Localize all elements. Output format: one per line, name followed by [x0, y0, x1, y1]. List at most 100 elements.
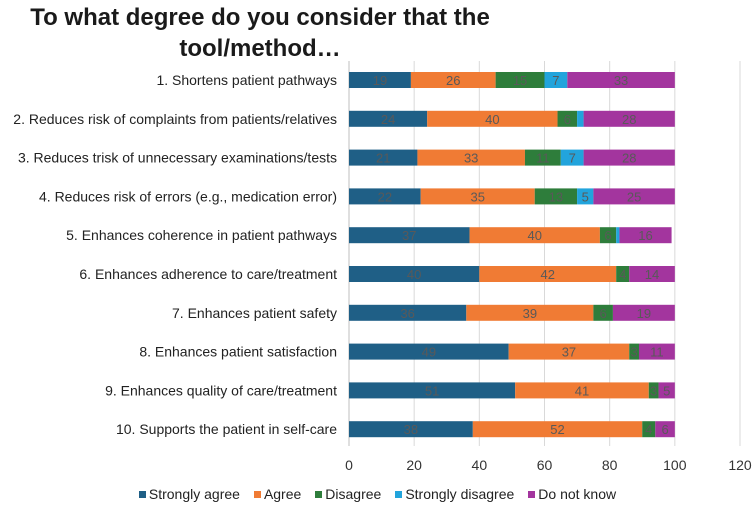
stacked-bar-chart: 0 20 40 60 80 100 120 1. Shortens patient pathw…	[13, 61, 752, 473]
category-label: 2. Reduces risk of complaints from patie…	[13, 111, 337, 127]
legend-item: Strongly disagree	[395, 486, 514, 502]
bar-segment	[648, 382, 659, 399]
x-tick-label: 80	[602, 457, 618, 473]
bar-segment	[629, 266, 675, 282]
data-label: 40	[407, 267, 421, 282]
bar-segment	[567, 72, 675, 88]
category-label: 5. Enhances coherence in patient pathway…	[66, 227, 337, 243]
bar-segment	[577, 188, 594, 205]
legend-label: Agree	[263, 486, 302, 502]
legend-label: Strongly agree	[148, 486, 240, 502]
data-label: 7	[569, 151, 576, 166]
bar-segment	[638, 343, 675, 360]
data-label: 25	[627, 189, 641, 204]
category-label: 7. Enhances patient safety	[172, 305, 337, 321]
bar-segment	[524, 149, 561, 166]
data-label: 22	[378, 189, 392, 204]
data-label: 28	[622, 112, 636, 127]
bar-segment	[642, 421, 656, 438]
bar-segment	[655, 421, 675, 438]
legend-swatch	[528, 490, 536, 498]
data-label: 37	[402, 228, 416, 243]
data-label: 11	[650, 345, 664, 360]
bar-segment	[417, 149, 525, 166]
data-label: 7	[552, 73, 559, 88]
category-label: 4. Reduces risk of errors (e.g., medicat…	[39, 188, 337, 204]
chart-title: To what degree do you consider that the …	[0, 2, 520, 64]
x-tick-label: 60	[537, 457, 553, 473]
data-label: 37	[562, 345, 576, 360]
bar-segment	[427, 110, 558, 127]
data-label: 52	[550, 422, 564, 437]
bar-segment	[349, 110, 428, 127]
bar-segment	[349, 421, 473, 438]
category-label: 6. Enhances adherence to care/treatment	[79, 266, 337, 282]
bar-segment	[616, 266, 630, 282]
data-label: 15	[513, 73, 527, 88]
data-label: 5	[663, 383, 670, 398]
data-label: 4	[645, 422, 652, 437]
x-tick-label: 20	[406, 457, 422, 473]
bar-segment	[560, 149, 584, 166]
data-label: 3	[630, 345, 637, 360]
x-tick-label: 100	[663, 457, 687, 473]
bar-segment	[349, 304, 467, 321]
data-label: 39	[523, 306, 537, 321]
legend-item: Disagree	[315, 486, 381, 502]
data-label: 49	[422, 345, 436, 360]
data-label: 51	[425, 383, 439, 398]
bar-segment	[349, 72, 411, 88]
legend-swatch	[138, 490, 146, 498]
bar-segment	[583, 110, 675, 127]
bar-segment	[599, 227, 617, 244]
data-label: 28	[622, 151, 636, 166]
bar-segment	[557, 110, 578, 127]
data-label: 6	[600, 306, 607, 321]
bar-segment	[472, 421, 643, 438]
legend-swatch	[395, 490, 403, 498]
data-label: 38	[404, 422, 418, 437]
category-label: 1. Shortens patient pathways	[156, 72, 337, 88]
legend-item: Agree	[253, 486, 302, 502]
category-label: 3. Reduces trisk of unnecessary examinat…	[18, 150, 337, 166]
bar-segment	[349, 188, 421, 205]
data-label: 33	[614, 73, 628, 88]
bar-segment	[619, 227, 672, 244]
data-label: 6	[604, 228, 611, 243]
bar-segment	[593, 304, 613, 321]
bar-segment	[495, 72, 545, 88]
data-label: 6	[564, 112, 571, 127]
data-label: 5	[582, 189, 589, 204]
data-label: 42	[541, 267, 555, 282]
bar-segment	[616, 227, 620, 244]
legend-item: Do not know	[528, 486, 616, 502]
bar-segment	[349, 149, 418, 166]
bar-segment	[466, 304, 594, 321]
data-label: 24	[381, 112, 395, 127]
data-label: 19	[373, 73, 387, 88]
data-label: 40	[485, 112, 499, 127]
bar-segment	[349, 343, 509, 360]
bar-segment	[515, 382, 649, 399]
data-label: 13	[549, 189, 563, 204]
bar-segment	[469, 227, 600, 244]
bar-segment	[629, 343, 639, 360]
data-label: 4	[619, 267, 626, 282]
legend-item: Strongly agree	[138, 486, 240, 502]
bar-segment	[534, 188, 578, 205]
bar-segment	[508, 343, 630, 360]
chart-legend: Strongly agree Agree Disagree Strongly disa…	[0, 486, 755, 502]
data-label: 26	[446, 73, 460, 88]
data-label: 16	[638, 228, 652, 243]
x-tick-label: 0	[345, 457, 353, 473]
bar-segment	[544, 72, 568, 88]
data-label: 11	[536, 151, 550, 166]
data-label: 6	[661, 422, 668, 437]
chart-title-line-2: tool/method…	[179, 35, 341, 62]
chart-title-line-1: To what degree do you consider that the	[30, 4, 490, 31]
bar-segment	[349, 382, 516, 399]
bar-segment	[612, 304, 675, 321]
category-label: 10. Supports the patient in self-care	[116, 421, 337, 437]
x-tick-label: 120	[728, 457, 752, 473]
x-tick-label: 40	[472, 457, 488, 473]
